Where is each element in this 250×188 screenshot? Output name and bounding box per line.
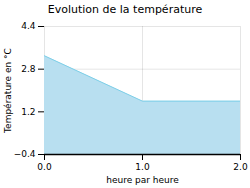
svg-text:−0.4: −0.4	[14, 149, 36, 159]
svg-text:1.2: 1.2	[21, 107, 35, 117]
html-text:Evolution de la température: Evolution de la température	[47, 3, 203, 16]
svg-text:0.0: 0.0	[37, 162, 52, 172]
svg-text:4.4: 4.4	[21, 21, 36, 31]
svg-text:heure par heure: heure par heure	[106, 175, 179, 185]
svg-text:Température en °C: Température en °C	[3, 48, 13, 134]
svg-text:2.0: 2.0	[233, 162, 248, 172]
svg-text:1.0: 1.0	[135, 162, 150, 172]
svg-text:2.8: 2.8	[21, 64, 36, 74]
